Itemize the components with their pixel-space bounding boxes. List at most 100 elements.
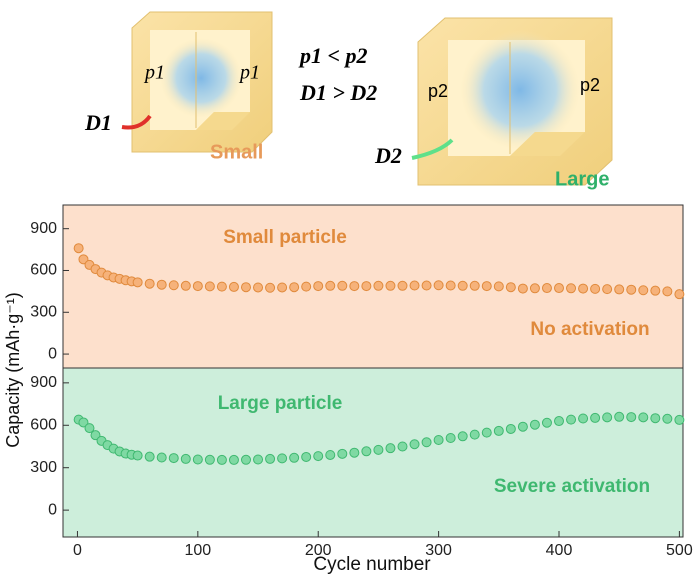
data-point: [277, 453, 288, 464]
data-point: [277, 282, 288, 293]
annotation: Small particle: [223, 227, 347, 248]
data-point: [626, 412, 637, 423]
data-point: [313, 281, 324, 292]
large-cube: p2 p2 D2 Large: [374, 17, 613, 190]
data-point: [373, 444, 384, 455]
data-point: [265, 282, 276, 293]
data-point: [73, 243, 84, 254]
data-point: [253, 282, 264, 293]
label: p1: [238, 62, 260, 84]
y-tick-label: 0: [48, 501, 57, 518]
data-point: [650, 413, 661, 424]
data-point: [156, 279, 167, 290]
label: D1: [84, 110, 112, 135]
data-point: [168, 280, 179, 291]
data-point: [265, 453, 276, 464]
data-point: [614, 284, 625, 295]
data-point: [313, 451, 324, 462]
data-point: [90, 430, 101, 441]
data-point: [144, 278, 155, 289]
label: D1 > D2: [299, 80, 377, 105]
data-point: [433, 434, 444, 445]
data-point: [566, 283, 577, 294]
annotation: Severe activation: [494, 476, 650, 497]
small-cube: p1 p1 D1 Small: [84, 11, 273, 163]
data-point: [469, 280, 480, 291]
data-point: [349, 281, 360, 292]
x-tick-label: 0: [73, 542, 82, 559]
y-tick-label: 900: [30, 220, 57, 237]
x-tick-label: 100: [184, 542, 211, 559]
data-point: [529, 419, 540, 430]
data-point: [168, 453, 179, 464]
data-point: [240, 282, 251, 293]
label: D2: [374, 143, 402, 168]
panel-background: [62, 367, 684, 538]
data-point: [433, 280, 444, 291]
data-point: [578, 413, 589, 424]
data-point: [529, 283, 540, 294]
data-point: [409, 280, 420, 291]
y-tick-label: 600: [30, 416, 57, 433]
data-point: [505, 423, 516, 434]
data-point: [132, 277, 143, 288]
data-point: [517, 421, 528, 432]
x-axis-title: Cycle number: [313, 554, 431, 575]
y-tick-label: 300: [30, 303, 57, 320]
data-point: [481, 427, 492, 438]
label: p1 < p2: [298, 43, 368, 68]
x-tick-label: 500: [666, 542, 693, 559]
data-point: [578, 283, 589, 294]
data-point: [325, 280, 336, 291]
x-tick-label: 200: [305, 542, 332, 559]
label: p2: [580, 75, 600, 95]
data-point: [457, 431, 468, 442]
data-point: [240, 454, 251, 465]
data-point: [156, 452, 167, 463]
y-tick-label: 600: [30, 262, 57, 279]
data-point: [554, 283, 564, 294]
data-point: [301, 451, 312, 462]
x-tick-label: 300: [425, 542, 452, 559]
data-point: [385, 280, 396, 291]
data-point: [650, 285, 661, 296]
data-point: [674, 414, 685, 425]
data-point: [337, 448, 348, 459]
data-point: [541, 417, 552, 428]
annotation: Large particle: [218, 393, 343, 414]
data-point: [445, 280, 456, 291]
data-point: [361, 446, 372, 457]
data-point: [469, 429, 480, 440]
annotation: No activation: [530, 319, 649, 340]
label: p1: [143, 62, 165, 84]
data-point: [662, 413, 673, 424]
data-point: [337, 280, 348, 291]
data-point: [144, 451, 155, 462]
data-point: [349, 447, 360, 458]
data-point: [481, 281, 492, 292]
data-point: [626, 284, 637, 295]
data-point: [602, 412, 613, 423]
data-point: [132, 450, 143, 461]
label: Small: [210, 141, 263, 163]
data-point: [204, 454, 215, 465]
data-point: [228, 281, 239, 292]
data-point: [421, 437, 432, 448]
data-point: [493, 425, 504, 436]
data-point: [457, 280, 468, 291]
data-point: [84, 423, 95, 434]
data-point: [78, 254, 89, 265]
data-point: [541, 283, 552, 294]
data-point: [662, 286, 673, 297]
y-axis-title: Capacity (mAh·g⁻¹): [3, 292, 23, 448]
data-point: [301, 281, 312, 292]
data-point: [421, 280, 432, 291]
data-point: [409, 439, 420, 450]
data-point: [397, 280, 408, 291]
x-tick-label: 400: [546, 542, 573, 559]
data-point: [674, 289, 685, 300]
data-point: [78, 417, 89, 428]
data-point: [361, 281, 372, 292]
data-point: [445, 433, 456, 444]
